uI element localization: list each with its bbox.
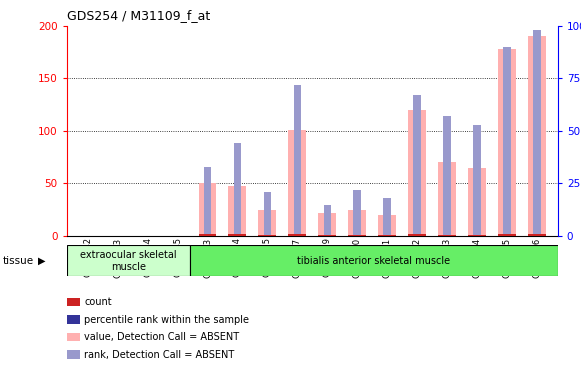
Bar <box>234 143 241 236</box>
Bar <box>259 235 277 236</box>
Text: GDS254 / M31109_f_at: GDS254 / M31109_f_at <box>67 9 210 22</box>
Bar <box>408 110 426 236</box>
Bar <box>413 95 421 236</box>
Bar <box>348 235 366 236</box>
Bar <box>293 85 301 236</box>
Bar <box>264 192 271 236</box>
Bar <box>228 186 246 236</box>
Bar <box>288 130 306 236</box>
Bar <box>498 49 516 236</box>
Text: extraocular skeletal
muscle: extraocular skeletal muscle <box>80 250 177 272</box>
Bar <box>288 234 306 236</box>
Bar <box>378 235 396 236</box>
Bar <box>528 36 546 236</box>
Bar <box>473 124 480 236</box>
Bar <box>498 234 516 236</box>
Text: value, Detection Call = ABSENT: value, Detection Call = ABSENT <box>84 332 239 342</box>
Bar <box>353 190 361 236</box>
Bar <box>199 234 217 236</box>
Bar <box>503 47 511 236</box>
Bar <box>348 210 366 236</box>
Bar <box>408 234 426 236</box>
Bar <box>199 183 217 236</box>
Text: rank, Detection Call = ABSENT: rank, Detection Call = ABSENT <box>84 350 235 360</box>
Bar <box>383 198 391 236</box>
Bar <box>228 234 246 236</box>
Bar <box>67 245 189 276</box>
Bar <box>533 30 540 236</box>
Bar <box>324 205 331 236</box>
Bar <box>204 167 211 236</box>
Bar <box>438 163 456 236</box>
Bar <box>438 235 456 236</box>
Text: tissue: tissue <box>3 256 34 266</box>
Text: tibialis anterior skeletal muscle: tibialis anterior skeletal muscle <box>297 256 450 266</box>
Bar <box>318 235 336 236</box>
Text: ▶: ▶ <box>38 256 45 266</box>
Bar <box>528 234 546 236</box>
Text: percentile rank within the sample: percentile rank within the sample <box>84 314 249 325</box>
Text: count: count <box>84 297 112 307</box>
Bar <box>318 213 336 236</box>
Bar <box>443 116 451 236</box>
Bar <box>378 215 396 236</box>
Bar <box>468 235 486 236</box>
Bar <box>259 210 277 236</box>
Bar <box>189 245 558 276</box>
Bar <box>468 168 486 236</box>
